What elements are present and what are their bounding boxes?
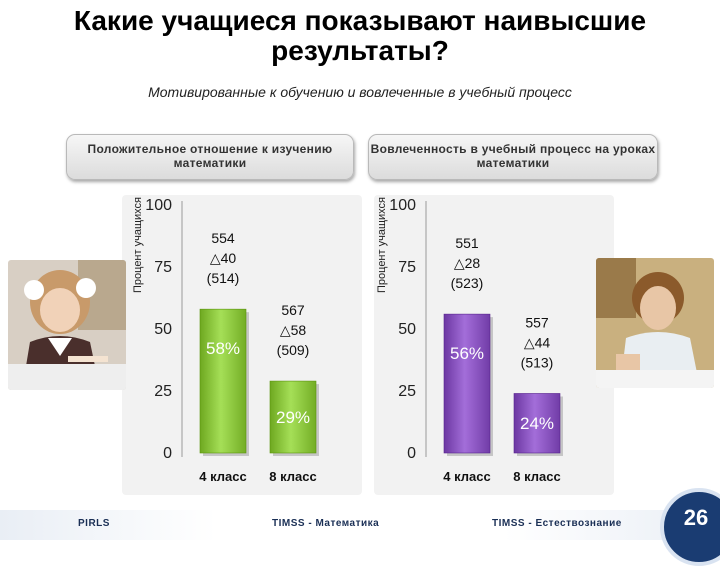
panel-header-attitude: Положительное отношение к изучению матем… — [66, 134, 354, 180]
bar — [199, 308, 247, 454]
y-tick-label: 25 — [154, 383, 172, 400]
footer-bar — [0, 510, 720, 540]
bar-value-label: 29% — [276, 408, 310, 427]
y-tick-label: 0 — [163, 445, 172, 462]
annotation-score: 557 — [525, 314, 549, 330]
annotation-baseline: (509) — [277, 342, 310, 358]
category-label: 4 класс — [443, 469, 490, 484]
annotation-delta: △58 — [280, 322, 307, 338]
annotation-score: 551 — [455, 235, 479, 251]
y-tick-label: 100 — [389, 197, 416, 214]
bar — [513, 393, 561, 454]
slide-title: Какие учащиеся показывают наивысшие резу… — [73, 5, 647, 66]
y-tick-label: 25 — [398, 383, 416, 400]
panel-header-engagement: Вовлеченность в учебный процесс на урока… — [368, 134, 658, 180]
y-tick-label: 100 — [145, 197, 172, 214]
y-tick-label: 50 — [398, 321, 416, 338]
annotation-delta: △28 — [454, 255, 481, 271]
slide-subtitle: Мотивированные к обучению и вовлеченные … — [148, 84, 572, 100]
student-boy-at-desk-image — [596, 258, 714, 388]
category-label: 8 класс — [269, 469, 316, 484]
panel-header-engagement-text: Вовлеченность в учебный процесс на урока… — [370, 142, 656, 170]
y-tick-label: 50 — [154, 321, 172, 338]
bar-value-label: 56% — [450, 344, 484, 363]
bar — [443, 313, 491, 454]
y-tick-label: 0 — [407, 445, 416, 462]
footer-timss-science: TIMSS - Естествознание — [492, 518, 622, 529]
chart-attitude: 0 25 50 75 100 58% 4 класс 554 △40 (514) 29% 8 клас… — [145, 197, 319, 484]
category-label: 8 класс — [513, 469, 560, 484]
annotation-score: 567 — [281, 302, 305, 318]
annotation-baseline: (514) — [207, 270, 240, 286]
chart-engagement: 0 25 50 75 100 56% 4 класс 551 △28 (523) 24% 8 клас… — [389, 197, 563, 484]
chart-panel-engagement — [374, 195, 614, 495]
y-tick-label: 75 — [398, 259, 416, 276]
annotation-baseline: (523) — [451, 275, 484, 291]
page-number: 26 — [683, 505, 709, 530]
footer-pirls: PIRLS — [78, 518, 110, 529]
annotation-baseline: (513) — [521, 354, 554, 370]
bar-value-label: 58% — [206, 339, 240, 358]
annotation-delta: △40 — [210, 250, 237, 266]
footer-timss-math: TIMSS - Математика — [272, 518, 380, 529]
bar-value-label: 24% — [520, 414, 554, 433]
y-tick-label: 75 — [154, 259, 172, 276]
annotation-delta: △44 — [524, 334, 551, 350]
annotation-score: 554 — [211, 230, 235, 246]
bar — [269, 380, 317, 454]
category-label: 4 класс — [199, 469, 246, 484]
student-girl-writing-image — [8, 260, 126, 390]
panel-header-attitude-text: Положительное отношение к изучению матем… — [87, 142, 333, 170]
